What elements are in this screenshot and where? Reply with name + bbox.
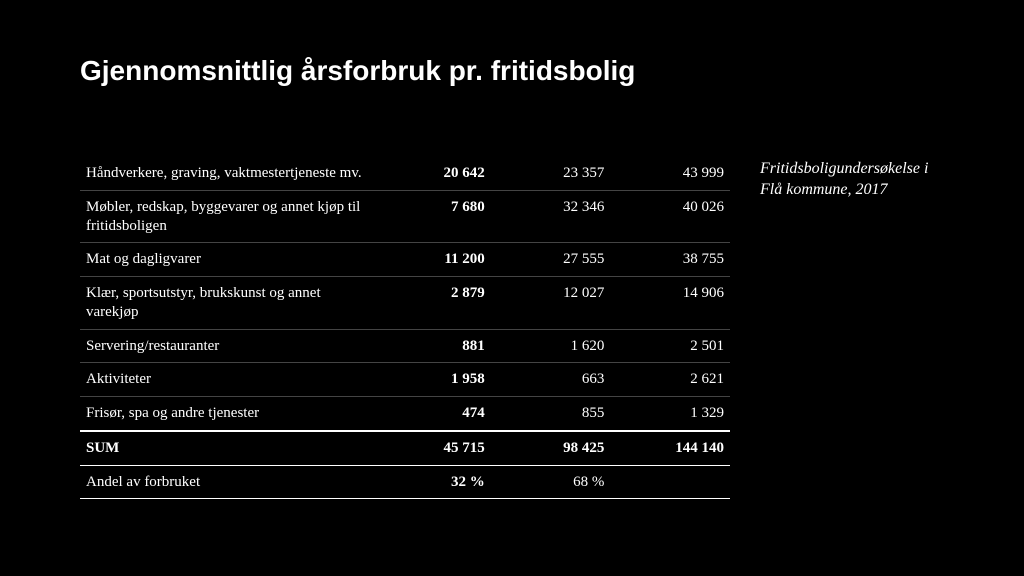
row-val-3: 2 621 (610, 363, 730, 397)
page-title: Gjennomsnittlig årsforbruk pr. fritidsbo… (80, 55, 944, 87)
row-val-2: 32 346 (491, 190, 611, 243)
sum-val-1: 45 715 (371, 431, 491, 465)
sum-label: SUM (80, 431, 371, 465)
row-val-3: 1 329 (610, 397, 730, 431)
share-val-3 (610, 465, 730, 499)
table-row: Servering/restauranter 881 1 620 2 501 (80, 329, 730, 363)
table-body: Håndverkere, graving, vaktmestertjeneste… (80, 157, 730, 499)
row-val-2: 663 (491, 363, 611, 397)
row-val-3: 14 906 (610, 277, 730, 330)
row-val-2: 27 555 (491, 243, 611, 277)
table-row: Klær, sportsutstyr, brukskunst og annet … (80, 277, 730, 330)
row-val-3: 43 999 (610, 157, 730, 190)
row-val-1: 474 (371, 397, 491, 431)
source-line-2: Flå kommune, 2017 (760, 181, 888, 198)
share-label: Andel av forbruket (80, 465, 371, 499)
row-label: Håndverkere, graving, vaktmestertjeneste… (80, 157, 371, 190)
row-val-3: 38 755 (610, 243, 730, 277)
row-val-1: 20 642 (371, 157, 491, 190)
table-row: Frisør, spa og andre tjenester 474 855 1… (80, 397, 730, 431)
row-val-2: 855 (491, 397, 611, 431)
row-val-1: 1 958 (371, 363, 491, 397)
table-row: Aktiviteter 1 958 663 2 621 (80, 363, 730, 397)
source-citation: Fritidsboligundersøkelse i Flå kommune, … (760, 157, 928, 201)
row-val-2: 1 620 (491, 329, 611, 363)
table-row: Håndverkere, graving, vaktmestertjeneste… (80, 157, 730, 190)
expense-table: Håndverkere, graving, vaktmestertjeneste… (80, 157, 730, 499)
row-label: Frisør, spa og andre tjenester (80, 397, 371, 431)
row-label: Aktiviteter (80, 363, 371, 397)
table-share-row: Andel av forbruket 32 % 68 % (80, 465, 730, 499)
row-val-2: 23 357 (491, 157, 611, 190)
share-val-1: 32 % (371, 465, 491, 499)
table-row: Mat og dagligvarer 11 200 27 555 38 755 (80, 243, 730, 277)
slide: Gjennomsnittlig årsforbruk pr. fritidsbo… (0, 0, 1024, 539)
row-val-1: 881 (371, 329, 491, 363)
row-label: Mat og dagligvarer (80, 243, 371, 277)
table-sum-row: SUM 45 715 98 425 144 140 (80, 431, 730, 465)
source-line-1: Fritidsboligundersøkelse i (760, 160, 928, 177)
row-label: Klær, sportsutstyr, brukskunst og annet … (80, 277, 371, 330)
sum-val-2: 98 425 (491, 431, 611, 465)
table-row: Møbler, redskap, byggevarer og annet kjø… (80, 190, 730, 243)
row-label: Møbler, redskap, byggevarer og annet kjø… (80, 190, 371, 243)
row-label: Servering/restauranter (80, 329, 371, 363)
row-val-1: 7 680 (371, 190, 491, 243)
row-val-3: 40 026 (610, 190, 730, 243)
content-row: Håndverkere, graving, vaktmestertjeneste… (80, 157, 944, 499)
share-val-2: 68 % (491, 465, 611, 499)
row-val-3: 2 501 (610, 329, 730, 363)
row-val-1: 2 879 (371, 277, 491, 330)
row-val-1: 11 200 (371, 243, 491, 277)
row-val-2: 12 027 (491, 277, 611, 330)
sum-val-3: 144 140 (610, 431, 730, 465)
